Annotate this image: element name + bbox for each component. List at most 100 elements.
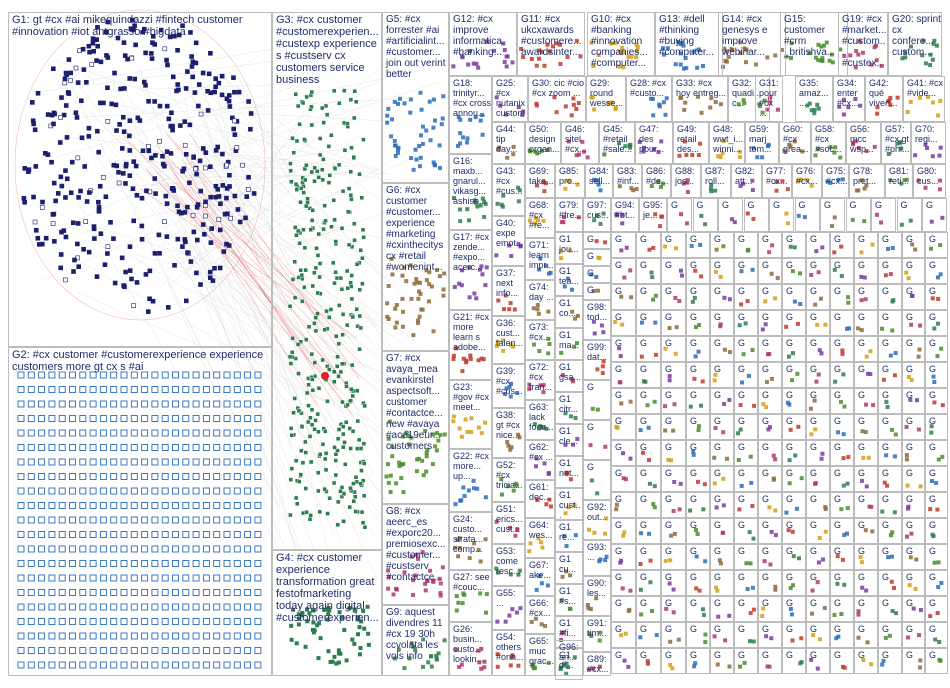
node [161, 487, 169, 495]
node [161, 415, 169, 422]
node [38, 415, 46, 422]
group-panel-g81: G81: reti... [885, 164, 913, 198]
node [120, 429, 128, 437]
group-label: G [906, 364, 914, 374]
group-panel-g-small: G [925, 414, 948, 440]
node [182, 502, 190, 509]
node [164, 149, 170, 154]
group-label: G [858, 598, 866, 608]
group-panel-g-small: G [925, 440, 948, 466]
group-label: G1 #s... [559, 586, 577, 606]
group-label: G [834, 338, 842, 348]
node [244, 444, 252, 451]
node [17, 574, 25, 582]
node [68, 70, 74, 76]
group-label: G [714, 286, 722, 296]
group-label: G19: #cx #market... #custom... #custex..… [842, 14, 887, 69]
node [132, 23, 137, 29]
edge [180, 95, 376, 237]
group-label: G [714, 312, 722, 322]
group-label: G [615, 572, 623, 582]
node [233, 531, 241, 538]
group-label: G [786, 338, 794, 348]
group-panel-g41: G41: #cx #vide... [903, 76, 945, 122]
group-label: G [906, 572, 914, 582]
group-label: G56: mcc wsp... [850, 124, 874, 154]
node [79, 560, 87, 567]
group-panel-g83: G83: #inf... [613, 164, 642, 198]
group-label: G27: see #couc... [453, 572, 492, 592]
node [17, 386, 25, 393]
group-panel-g-small: G [806, 336, 830, 362]
node [17, 589, 25, 596]
group-label: G [810, 390, 818, 400]
group-panel-g-small: G [686, 570, 710, 596]
group-label: G [858, 572, 866, 582]
group-label: G [834, 598, 842, 608]
node [120, 371, 128, 379]
node [212, 89, 217, 95]
edge-highlight [166, 184, 345, 403]
node [166, 116, 172, 122]
group-label: G [834, 234, 842, 244]
node [105, 85, 110, 91]
group-panel-g-small: G [902, 596, 925, 622]
node [254, 487, 262, 495]
node [188, 259, 194, 264]
group-label: G [906, 624, 914, 634]
group-label: G [810, 650, 818, 660]
group-panel-g13: G13: #dell #thinking #buying #computer..… [655, 12, 723, 76]
node [161, 545, 169, 553]
group-label: G [906, 312, 914, 322]
node [90, 40, 96, 46]
group-label: G [858, 416, 866, 426]
edge [81, 98, 408, 118]
group-label: G [690, 286, 698, 296]
node [99, 560, 107, 567]
node [89, 62, 95, 67]
group-panel-g21: G21: #cx more learn s adobe... [449, 310, 492, 380]
group-label: G [587, 251, 595, 261]
node [139, 236, 145, 242]
node [189, 54, 194, 59]
node [161, 386, 169, 393]
group-label: G [665, 494, 673, 504]
group-label: G [810, 520, 818, 530]
group-panel-g-small: G [611, 310, 636, 336]
edge [166, 151, 428, 270]
group-label: G45: #retail #sale... [603, 124, 633, 154]
edge [40, 51, 344, 92]
node [172, 429, 179, 437]
group-panel-g-small: G [734, 232, 758, 258]
group-label: G [929, 286, 937, 296]
group-panel-g-small: G [636, 336, 661, 362]
group-panel-g69: G69: take... [525, 164, 555, 198]
node [99, 545, 107, 553]
edge-highlight [156, 150, 338, 391]
group-label: G1 gsa... [559, 362, 582, 382]
node [213, 429, 221, 437]
node [48, 371, 56, 379]
group-label: G1 citr... [559, 394, 579, 414]
node [89, 574, 97, 582]
node [69, 589, 76, 596]
node [152, 176, 158, 181]
node [79, 429, 87, 437]
group-panel-g-small: G [734, 492, 758, 518]
node [110, 589, 118, 596]
group-label: G [640, 520, 648, 530]
node [38, 589, 46, 596]
node [164, 103, 170, 109]
group-panel-g-small: G [782, 492, 806, 518]
edge-highlight [161, 150, 336, 330]
group-label: G [738, 260, 746, 270]
group-label: G98: tod... [587, 302, 610, 322]
group-label: G [690, 572, 698, 582]
group-panel-g56: G56: mcc wsp... [846, 122, 881, 164]
group-label: G [882, 286, 890, 296]
group-panel-g-small: G [830, 570, 854, 596]
node [223, 473, 231, 480]
group-label: G [714, 442, 722, 452]
group-label: G [640, 390, 648, 400]
group-panel-g-small: G [686, 388, 710, 414]
